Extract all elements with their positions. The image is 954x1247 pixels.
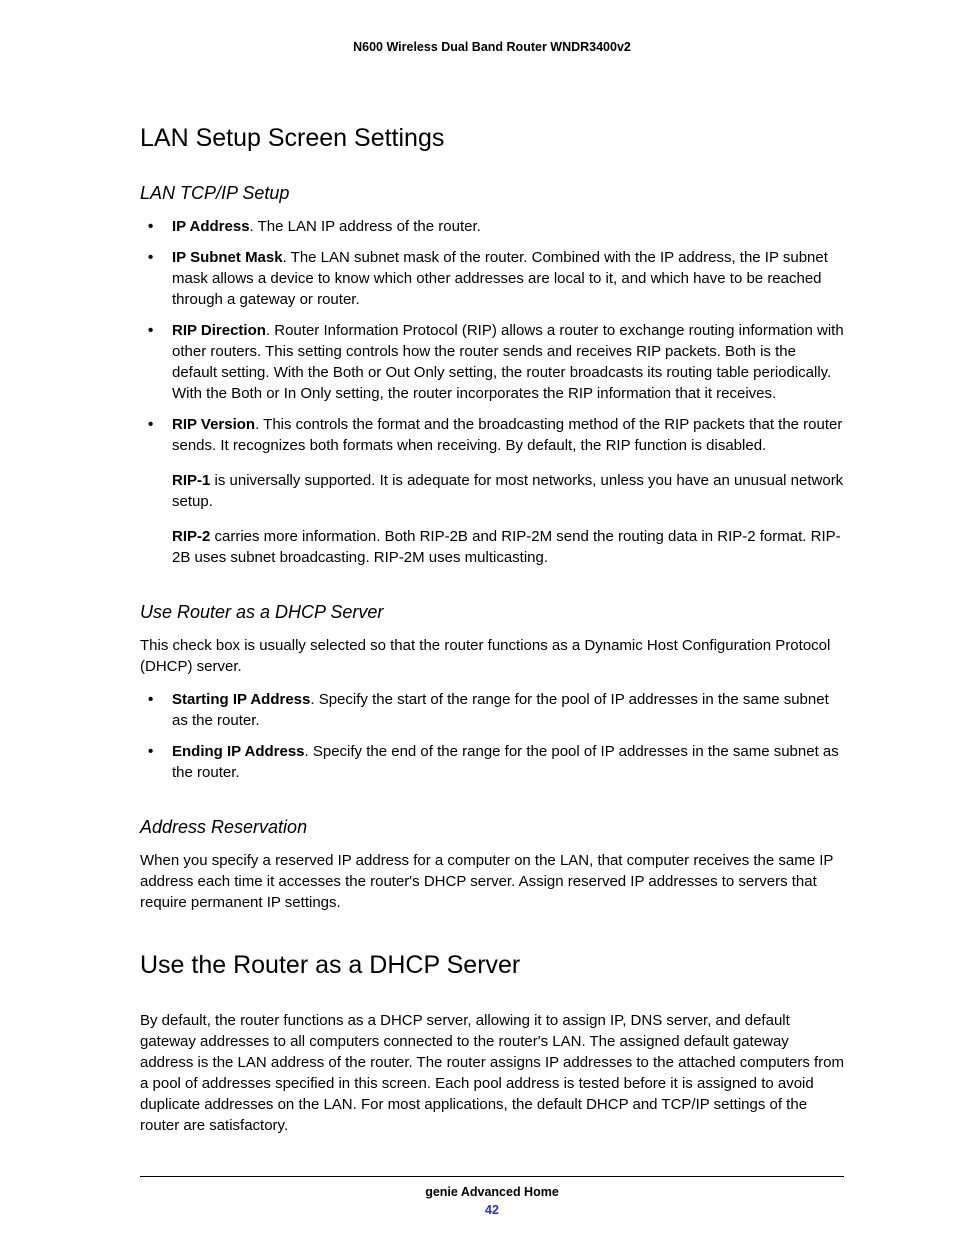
- item-text: . Router Information Protocol (RIP) allo…: [172, 322, 844, 402]
- term-rip-direction: RIP Direction: [172, 322, 266, 339]
- subheading-address-reservation: Address Reservation: [140, 817, 844, 838]
- heading-lan-setup: LAN Setup Screen Settings: [140, 124, 844, 153]
- footer-page-number: 42: [140, 1203, 844, 1217]
- list-item: Starting IP Address. Specify the start o…: [140, 689, 844, 731]
- term-ending-ip: Ending IP Address: [172, 743, 305, 760]
- heading-use-router-dhcp: Use the Router as a DHCP Server: [140, 951, 844, 980]
- term-rip1: RIP-1: [172, 472, 210, 489]
- item-text: . This controls the format and the broad…: [172, 416, 842, 454]
- list-item: IP Address. The LAN IP address of the ro…: [140, 216, 844, 237]
- term-ip-address: IP Address: [172, 218, 250, 235]
- term-rip2: RIP-2: [172, 528, 210, 545]
- term-ip-subnet-mask: IP Subnet Mask: [172, 249, 283, 266]
- doc-header: N600 Wireless Dual Band Router WNDR3400v…: [140, 40, 844, 54]
- page-footer: genie Advanced Home 42: [140, 1176, 844, 1217]
- reservation-text: When you specify a reserved IP address f…: [140, 850, 844, 913]
- rip2-text: carries more information. Both RIP-2B an…: [172, 528, 841, 566]
- use-router-text: By default, the router functions as a DH…: [140, 1010, 844, 1136]
- term-starting-ip: Starting IP Address: [172, 691, 310, 708]
- dhcp-intro: This check box is usually selected so th…: [140, 635, 844, 677]
- list-item: Ending IP Address. Specify the end of th…: [140, 741, 844, 783]
- item-text: . The LAN IP address of the router.: [250, 218, 481, 235]
- rip1-text: is universally supported. It is adequate…: [172, 472, 843, 510]
- list-item: RIP Version. This controls the format an…: [140, 414, 844, 568]
- rip1-block: RIP-1 is universally supported. It is ad…: [172, 470, 844, 512]
- subheading-lan-tcpip: LAN TCP/IP Setup: [140, 183, 844, 204]
- list-item: RIP Direction. Router Information Protoc…: [140, 320, 844, 404]
- lan-tcpip-list: IP Address. The LAN IP address of the ro…: [140, 216, 844, 568]
- dhcp-list: Starting IP Address. Specify the start o…: [140, 689, 844, 783]
- list-item: IP Subnet Mask. The LAN subnet mask of t…: [140, 247, 844, 310]
- term-rip-version: RIP Version: [172, 416, 255, 433]
- footer-title: genie Advanced Home: [140, 1185, 844, 1199]
- rip2-block: RIP-2 carries more information. Both RIP…: [172, 526, 844, 568]
- subheading-dhcp-server: Use Router as a DHCP Server: [140, 602, 844, 623]
